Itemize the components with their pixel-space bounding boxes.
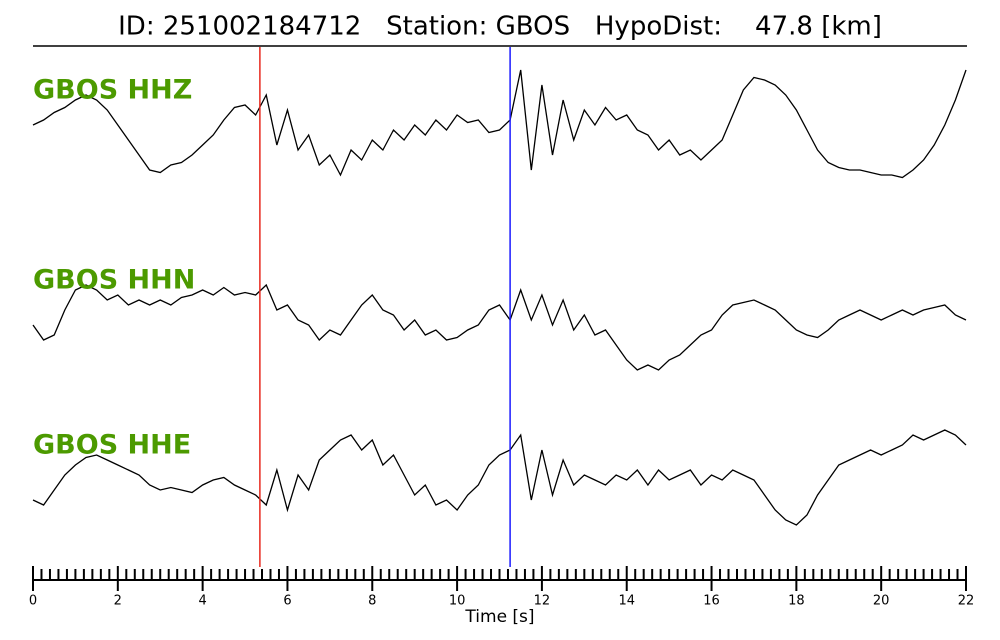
- waveform: [32, 69, 967, 179]
- trace-label: GBOS HHE: [33, 430, 191, 461]
- x-tick-label: 6: [283, 594, 291, 609]
- waveform: [32, 283, 967, 371]
- x-tick-label: 16: [703, 594, 720, 609]
- x-tick-label: 8: [368, 594, 376, 609]
- x-tick-label: 20: [873, 594, 890, 609]
- x-tick-label: 14: [618, 594, 635, 609]
- x-axis-label: Time [s]: [464, 607, 534, 627]
- x-tick-label: 10: [449, 594, 466, 609]
- x-tick-label: 22: [958, 594, 975, 609]
- chart-title: ID: 251002184712 Station: GBOS HypoDist:…: [118, 12, 882, 42]
- x-tick-label: 2: [114, 594, 122, 609]
- x-tick-label: 4: [198, 594, 206, 609]
- waveform: [32, 429, 967, 526]
- x-tick-label: 12: [534, 594, 551, 609]
- x-tick-label: 0: [29, 594, 37, 609]
- trace-label: GBOS HHZ: [33, 75, 192, 106]
- x-tick-label: 18: [788, 594, 805, 609]
- trace-label: GBOS HHN: [33, 265, 195, 296]
